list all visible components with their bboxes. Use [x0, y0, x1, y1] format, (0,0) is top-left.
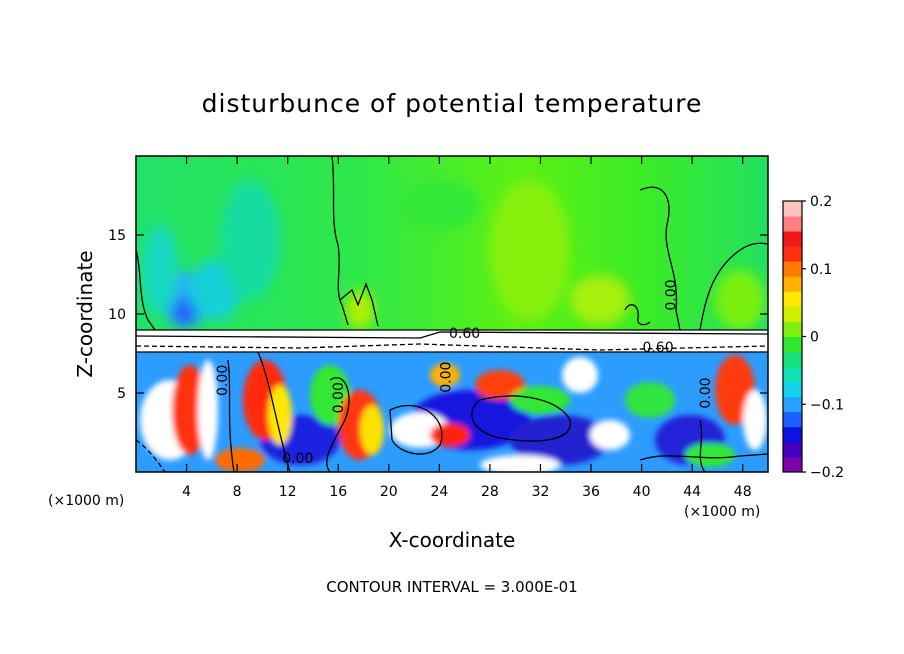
contour-interval-text: CONTOUR INTERVAL = 3.000E-01	[326, 578, 577, 596]
colorbar: 0.2 0.1 0 −0.1 −0.2	[782, 194, 844, 481]
x-axis-label: X-coordinate	[389, 528, 516, 552]
x-tick-label: 16	[329, 484, 347, 500]
colorbar-tick-label: −0.1	[810, 397, 844, 413]
colorbar-swatch	[783, 216, 802, 232]
contour-line	[326, 377, 350, 472]
x-tick-label: 44	[683, 484, 701, 500]
colorbar-swatch	[783, 306, 802, 322]
colorbar-swatch	[783, 261, 802, 277]
colorbar-swatch	[783, 366, 802, 383]
contour-label: 0.00	[698, 377, 714, 408]
x-tick-label: 36	[582, 484, 600, 500]
plot-area	[136, 156, 768, 472]
upper-field-patches	[142, 180, 765, 330]
colorbar-swatch	[783, 411, 802, 428]
x-tick-label: 24	[430, 484, 448, 500]
contour-line	[639, 186, 681, 331]
x-tick-label: 8	[233, 484, 242, 500]
x-unit-left: (×1000 m)	[48, 493, 124, 509]
chart-title: disturbunce of potential temperature	[202, 89, 703, 118]
contour-label: 0.00	[439, 362, 455, 393]
contour-line	[227, 359, 235, 472]
contour-label: 0.60	[449, 326, 480, 342]
colorbar-swatch	[783, 321, 802, 337]
x-tick-label: 4	[182, 484, 191, 500]
y-tick-label: 5	[117, 386, 126, 402]
contour-label: 0.00	[215, 365, 231, 396]
contour-labels: 0.60 0.60 0.00 0.00 0.00 0.00 0.00 0.00	[215, 279, 714, 466]
contour-line	[639, 453, 768, 461]
colorbar-swatch	[783, 291, 802, 307]
x-tick-label: 48	[734, 484, 752, 500]
x-axis: 4 8 12 16 20 24 28 32 36 40 44 48	[182, 156, 752, 500]
y-tick-label: 10	[108, 307, 126, 323]
x-tick-label: 40	[633, 484, 651, 500]
x-tick-label: 32	[532, 484, 550, 500]
colorbar-swatch	[783, 201, 802, 217]
contour-label: 0.00	[282, 451, 313, 467]
colorbar-swatch	[783, 246, 802, 262]
y-axis-label: Z-coordinate	[73, 250, 97, 377]
colorbar-swatch	[783, 231, 802, 247]
x-tick-label: 20	[380, 484, 398, 500]
contour-line	[624, 304, 651, 326]
x-tick-label: 12	[279, 484, 297, 500]
y-tick-label: 15	[108, 228, 126, 244]
contour-line	[699, 242, 768, 331]
colorbar-tick-label: 0.2	[810, 194, 832, 210]
colorbar-tick-label: 0	[810, 330, 819, 346]
contour-line	[136, 331, 768, 339]
colorbar-swatch	[783, 351, 802, 368]
contour-line	[257, 351, 291, 472]
contour-label: 0.60	[642, 340, 673, 356]
contour-line	[136, 249, 156, 331]
contour-line	[699, 419, 706, 472]
colorbar-swatch	[783, 336, 802, 352]
colorbar-swatch	[783, 396, 802, 413]
colorbar-swatch	[783, 456, 802, 473]
colorbar-tick-label: −0.2	[810, 465, 844, 481]
contour-line	[331, 156, 349, 326]
contour-lines	[136, 156, 768, 472]
colorbar-swatch	[783, 276, 802, 292]
colorbar-swatch	[783, 381, 802, 398]
contour-line	[389, 404, 443, 455]
y-axis: 5 10 15	[108, 228, 768, 402]
x-tick-label: 28	[481, 484, 499, 500]
contour-line	[136, 343, 768, 351]
contour-line	[339, 282, 379, 327]
inversion-band	[136, 330, 768, 352]
colorbar-swatch	[783, 426, 802, 443]
contour-line	[136, 439, 166, 472]
colorbar-tick-label: 0.1	[810, 262, 832, 278]
colorbar-swatch	[783, 441, 802, 458]
contour-label: 0.00	[664, 279, 680, 310]
x-unit-right: (×1000 m)	[684, 504, 760, 520]
lower-field-eddies	[140, 355, 767, 472]
contour-label: 0.00	[331, 382, 347, 413]
contour-line	[471, 395, 571, 442]
